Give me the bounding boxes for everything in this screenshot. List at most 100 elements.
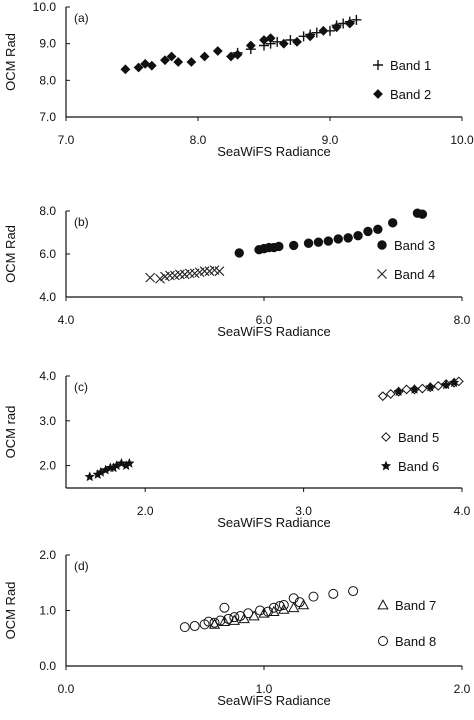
data-point: [409, 384, 420, 394]
legend-label: Band 3: [394, 238, 435, 253]
legend-marker: [381, 432, 391, 442]
legend-marker: [377, 269, 387, 279]
data-point: [344, 18, 355, 29]
data-point: [203, 616, 214, 627]
data-point: [199, 51, 210, 62]
legend-marker: [377, 599, 389, 610]
data-point: [363, 226, 373, 237]
data-point: [303, 238, 314, 248]
data-point: [385, 389, 396, 399]
legend-label: Band 8: [395, 634, 436, 649]
data-point: [377, 391, 388, 402]
data-point: [215, 615, 226, 626]
data-point: [120, 64, 131, 75]
panel-d: 0.0 1.0 2.0 0.0 1.0 2.0 SeaWiFS Radiance OCM Ra…: [3, 548, 471, 708]
data-point: [351, 14, 362, 25]
data-point: [209, 617, 220, 628]
panel-b: 4.0 6.0 8.0 4.0 6.0 8.0 SeaWiFS Radiance OCM Ra…: [3, 204, 471, 339]
data-point: [174, 269, 185, 280]
data-point: [272, 36, 283, 47]
data-point: [238, 612, 250, 624]
data-point: [218, 615, 231, 626]
data-point: [417, 209, 428, 219]
data-point: [294, 597, 305, 608]
series-band-6: [84, 377, 460, 482]
y-tick-label: 2.0: [39, 548, 56, 562]
data-point: [328, 588, 339, 599]
data-point: [308, 591, 319, 602]
data-point: [331, 22, 342, 33]
data-point: [274, 241, 284, 252]
data-point: [234, 248, 244, 258]
data-point: [289, 240, 299, 251]
data-point: [268, 602, 279, 613]
data-point: [373, 224, 383, 234]
y-tick-label: 6.0: [39, 247, 56, 261]
panel-label: (c): [74, 380, 88, 394]
data-point: [274, 601, 285, 612]
y-axis-title: OCM rad: [3, 406, 18, 459]
x-tick-label: 9.0: [322, 133, 339, 147]
y-axis-title: OCM Rad: [3, 582, 18, 640]
x-axis-title: SeaWiFS Radiance: [217, 324, 330, 339]
data-point: [223, 613, 234, 624]
x-tick-label: 4.0: [454, 504, 471, 518]
y-tick-label: 7.0: [39, 110, 56, 124]
legend-label: Band 2: [390, 87, 431, 102]
y-tick-label: 2.0: [39, 459, 56, 473]
series-band-3: [234, 208, 428, 258]
y-tick-label: 3.0: [39, 414, 56, 428]
data-point: [186, 57, 197, 67]
data-point: [179, 622, 190, 633]
data-point: [401, 384, 412, 395]
data-point: [278, 38, 289, 49]
x-tick-label: 2.0: [137, 504, 154, 518]
y-tick-label: 9.0: [39, 37, 56, 51]
data-point: [313, 237, 324, 247]
data-point: [288, 601, 300, 613]
data-point: [165, 270, 175, 281]
y-tick-label: 10.0: [33, 0, 57, 14]
x-tick-label: 1.0: [256, 682, 273, 696]
data-point: [133, 62, 144, 73]
data-point: [278, 599, 289, 610]
data-point: [318, 25, 329, 36]
x-tick-label: 10.0: [450, 133, 474, 147]
series-band-4: [145, 265, 225, 284]
data-point: [425, 381, 436, 392]
series-band-8: [179, 586, 359, 633]
x-tick-label: 6.0: [256, 313, 273, 327]
data-point: [258, 607, 270, 618]
data-point: [189, 621, 200, 632]
series-band-5: [377, 376, 464, 402]
legend-label: Band 5: [398, 430, 439, 445]
data-point: [311, 27, 322, 38]
data-point: [292, 36, 302, 47]
data-point: [265, 33, 276, 44]
legend-marker: [373, 60, 383, 70]
data-point: [124, 457, 135, 468]
data-point: [297, 599, 310, 610]
data-point: [433, 380, 444, 391]
panel-label: (b): [74, 215, 89, 229]
data-point: [173, 57, 184, 67]
x-axis-title: SeaWiFS Radiance: [217, 515, 330, 530]
data-point: [448, 377, 460, 388]
panel-label: (a): [74, 11, 89, 25]
panel-label: (d): [74, 559, 89, 573]
data-point: [146, 60, 157, 71]
data-point: [160, 55, 170, 66]
x-tick-label: 7.0: [58, 133, 75, 147]
legend-label: Band 4: [394, 267, 435, 282]
data-point: [84, 471, 95, 482]
legend-label: Band 1: [390, 58, 431, 73]
y-axis-title: OCM Rad: [3, 225, 18, 283]
data-point: [285, 35, 296, 45]
x-axis-title: SeaWiFS Radiance: [217, 693, 330, 708]
data-point: [166, 51, 177, 62]
data-point: [305, 31, 316, 42]
data-point: [323, 236, 334, 246]
x-tick-label: 0.0: [58, 682, 75, 696]
data-point: [243, 608, 254, 619]
